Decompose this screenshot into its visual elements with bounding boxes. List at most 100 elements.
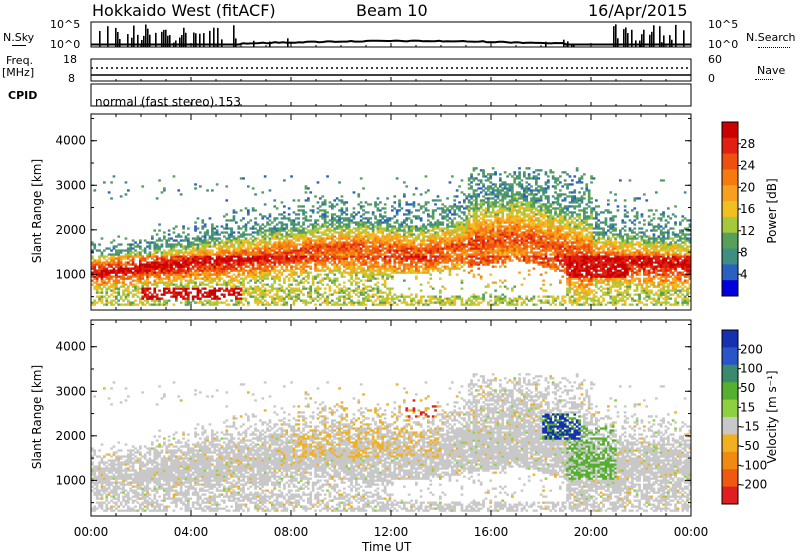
power-cell <box>160 251 164 254</box>
power-cell <box>302 205 305 208</box>
power-cell <box>170 279 173 282</box>
power-cell <box>215 247 219 250</box>
power-cell <box>328 249 332 252</box>
power-cell <box>196 245 200 248</box>
power-cell <box>391 255 394 258</box>
power-cell <box>431 213 435 216</box>
power-cell <box>398 243 401 246</box>
power-cell <box>155 271 159 274</box>
power-cell <box>439 237 442 240</box>
power-cell <box>292 199 296 202</box>
power-cell <box>451 241 454 244</box>
power-cell <box>431 223 435 226</box>
power-cell <box>287 239 291 242</box>
power-cell <box>112 287 116 290</box>
power-cell <box>326 277 329 280</box>
power-cell <box>319 241 322 244</box>
power-cell <box>254 231 257 234</box>
power-cell <box>379 271 382 274</box>
power-cell <box>235 291 238 294</box>
power-cell <box>261 237 265 240</box>
power-cell <box>487 229 490 232</box>
power-cell <box>127 247 130 250</box>
power-cell <box>352 243 356 246</box>
power-cell <box>333 239 337 242</box>
power-cell <box>194 265 197 268</box>
power-cell <box>163 237 166 240</box>
power-cell <box>93 281 97 284</box>
power-cell <box>335 265 339 268</box>
power-cell <box>357 265 361 268</box>
power-cell <box>184 297 188 300</box>
power-cell <box>206 275 209 278</box>
power-cell <box>453 303 457 306</box>
power-cell <box>304 247 308 250</box>
power-cell <box>297 213 301 216</box>
power-cell <box>422 229 425 232</box>
power-cell <box>472 199 476 202</box>
power-cell <box>340 249 344 252</box>
power-cell <box>153 289 157 292</box>
power-cell <box>491 259 495 262</box>
power-cell <box>362 293 365 296</box>
power-cell <box>275 273 279 276</box>
power-cell <box>170 257 173 260</box>
power-cell <box>153 299 157 302</box>
power-cell <box>314 243 317 246</box>
nsky-bar <box>185 32 187 47</box>
power-cell <box>302 237 305 240</box>
power-cell <box>218 245 221 248</box>
power-cell <box>249 261 253 264</box>
power-cell <box>446 237 449 240</box>
power-cell <box>487 239 490 242</box>
power-cell <box>206 233 209 236</box>
power-cell <box>388 291 392 294</box>
power-cell <box>167 291 171 294</box>
power-cell <box>340 303 344 306</box>
power-cell <box>386 277 389 280</box>
power-cell <box>283 253 286 256</box>
power-cell <box>376 271 380 274</box>
power-cell <box>470 243 473 246</box>
power-cell <box>295 235 298 238</box>
power-cell <box>400 293 404 296</box>
power-cell <box>323 273 327 276</box>
power-cell <box>134 271 137 274</box>
power-cell <box>124 263 128 266</box>
power-cell <box>112 269 116 272</box>
power-cell <box>371 265 375 268</box>
power-cell <box>285 239 289 242</box>
power-cell <box>489 235 493 238</box>
power-cell <box>187 259 190 262</box>
power-cell <box>283 241 286 244</box>
power-cell <box>242 283 245 286</box>
power-cell <box>475 167 478 170</box>
power-cell <box>381 267 385 270</box>
power-cell <box>479 205 483 208</box>
power-cell <box>472 251 476 254</box>
power-cell <box>203 231 207 234</box>
power-cell <box>304 301 308 304</box>
power-cell <box>220 251 224 254</box>
power-cell <box>448 233 452 236</box>
power-cell <box>98 297 101 300</box>
power-cell <box>309 297 313 300</box>
power-cell <box>419 239 423 242</box>
power-cell <box>165 269 169 272</box>
power-cell <box>309 233 313 236</box>
power-cell <box>112 261 116 264</box>
power-cell <box>134 285 137 288</box>
power-cell <box>458 253 461 256</box>
power-cell <box>218 273 221 276</box>
power-cell <box>143 265 147 268</box>
power-cell <box>448 249 452 252</box>
power-cell <box>369 237 373 240</box>
power-cell <box>283 279 286 282</box>
power-cell <box>328 241 332 244</box>
power-cell <box>285 233 289 236</box>
power-cell <box>184 289 188 292</box>
power-cell <box>107 269 111 272</box>
power-cell <box>436 267 440 270</box>
power-cell <box>211 235 214 238</box>
power-cell <box>273 229 277 232</box>
